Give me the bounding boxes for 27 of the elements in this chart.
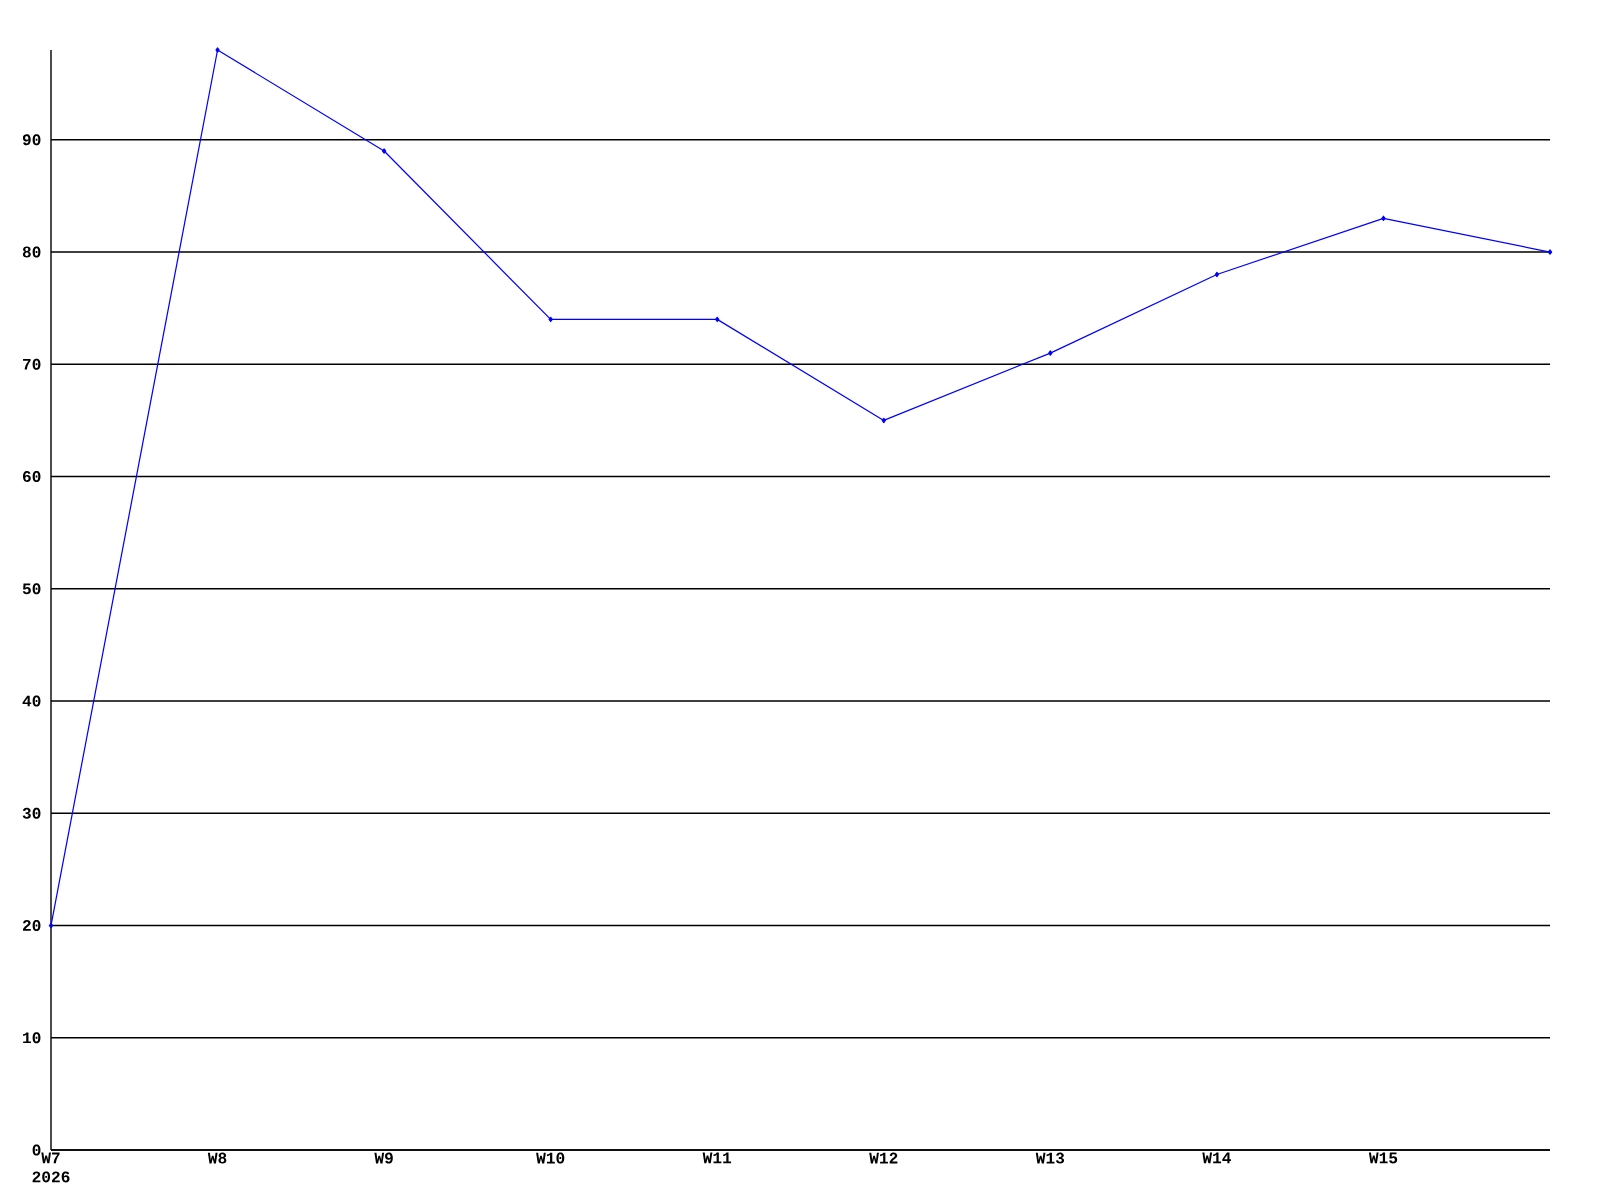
point [381,148,387,154]
point [48,922,54,929]
y-tick-label: 50 [22,583,41,595]
point [715,316,720,323]
y-tick-label: 70 [23,358,41,370]
y-tick-label: 20 [22,920,41,932]
point [215,47,220,53]
point [1214,271,1220,278]
x-tick-label: W11 [702,1152,732,1164]
point [1547,249,1553,255]
y-tick-label: 30 [22,807,41,819]
point [1048,350,1053,356]
y-tick-label: 80 [22,246,41,258]
y-tick-label: 90 [22,134,41,146]
point [881,417,886,424]
x-tick-label: W13 [1035,1152,1065,1164]
x-tick-label: W15 [1368,1152,1398,1164]
x-tick-label: W10 [536,1152,565,1164]
point [1381,215,1386,222]
y-tick-label: 60 [22,471,41,483]
point [548,316,553,323]
x-tick-label: W8 [207,1152,227,1164]
x-tick-label: W12 [869,1152,898,1164]
x-tick-label: W9 [374,1152,393,1164]
y-tick-label: 40 [22,695,41,707]
y-tick-label: 10 [23,1032,41,1044]
x-tick-label: W14 [1202,1152,1231,1164]
